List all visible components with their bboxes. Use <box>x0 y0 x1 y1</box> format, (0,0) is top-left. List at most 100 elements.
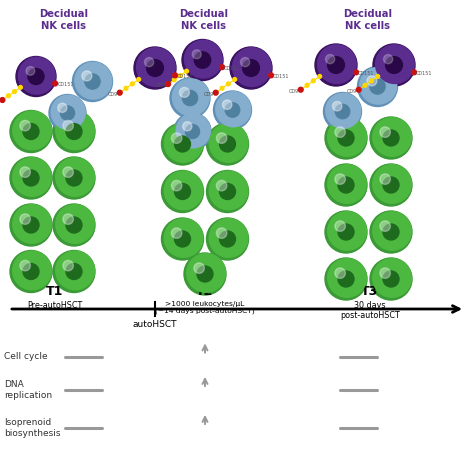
Text: CD9: CD9 <box>288 89 299 94</box>
Circle shape <box>13 111 51 150</box>
Circle shape <box>194 52 211 68</box>
Circle shape <box>174 183 191 200</box>
Circle shape <box>194 263 204 273</box>
Circle shape <box>182 39 223 81</box>
Circle shape <box>383 55 393 64</box>
Circle shape <box>137 78 141 82</box>
Circle shape <box>332 101 342 111</box>
Circle shape <box>12 90 16 93</box>
Circle shape <box>63 167 73 177</box>
Circle shape <box>325 117 367 159</box>
Circle shape <box>20 120 30 131</box>
Circle shape <box>383 271 399 287</box>
Circle shape <box>51 95 85 129</box>
Circle shape <box>0 98 5 102</box>
Text: CD9: CD9 <box>107 91 118 97</box>
Text: CD151: CD151 <box>273 73 290 79</box>
Circle shape <box>209 171 248 210</box>
Circle shape <box>386 56 402 73</box>
Circle shape <box>220 86 224 90</box>
Text: T2: T2 <box>196 285 214 298</box>
Circle shape <box>373 44 415 86</box>
Circle shape <box>185 69 189 73</box>
Circle shape <box>367 76 377 86</box>
Circle shape <box>137 48 175 86</box>
Circle shape <box>53 110 95 153</box>
Circle shape <box>335 174 346 184</box>
Circle shape <box>166 82 170 86</box>
Circle shape <box>145 57 154 67</box>
Circle shape <box>162 171 203 212</box>
Circle shape <box>49 94 86 131</box>
Circle shape <box>20 167 30 177</box>
Circle shape <box>370 117 412 159</box>
Circle shape <box>66 124 82 139</box>
Circle shape <box>18 85 22 89</box>
Circle shape <box>63 214 73 224</box>
Circle shape <box>182 122 192 131</box>
Circle shape <box>370 164 412 206</box>
Circle shape <box>230 47 272 89</box>
Circle shape <box>179 87 190 97</box>
Circle shape <box>56 205 94 243</box>
Text: CD151: CD151 <box>224 65 241 71</box>
Circle shape <box>61 106 74 120</box>
Circle shape <box>383 224 399 240</box>
Circle shape <box>318 45 356 83</box>
Circle shape <box>192 50 201 59</box>
Circle shape <box>172 228 182 238</box>
Circle shape <box>335 127 346 137</box>
Circle shape <box>182 91 198 106</box>
Circle shape <box>335 268 346 278</box>
Circle shape <box>23 217 39 233</box>
Circle shape <box>213 90 218 95</box>
Circle shape <box>58 103 67 112</box>
Circle shape <box>376 74 380 78</box>
Circle shape <box>233 78 237 82</box>
Circle shape <box>53 204 95 246</box>
Circle shape <box>10 157 52 199</box>
Circle shape <box>172 181 182 191</box>
Circle shape <box>373 118 411 156</box>
Circle shape <box>56 251 94 290</box>
Circle shape <box>20 214 30 224</box>
Circle shape <box>124 86 128 90</box>
Circle shape <box>184 253 226 295</box>
Circle shape <box>66 170 82 186</box>
Circle shape <box>207 123 248 165</box>
Circle shape <box>13 251 51 290</box>
Circle shape <box>56 158 94 196</box>
Circle shape <box>162 218 203 260</box>
Circle shape <box>26 66 35 75</box>
Circle shape <box>325 211 367 253</box>
Circle shape <box>10 110 52 153</box>
Circle shape <box>299 88 302 91</box>
Circle shape <box>370 79 385 94</box>
Circle shape <box>360 67 397 104</box>
Circle shape <box>185 125 200 138</box>
Circle shape <box>227 82 230 86</box>
Circle shape <box>63 120 73 131</box>
Circle shape <box>173 73 178 78</box>
Circle shape <box>380 174 391 184</box>
Circle shape <box>209 219 248 257</box>
Circle shape <box>63 260 73 271</box>
Circle shape <box>28 69 44 84</box>
Circle shape <box>176 114 210 148</box>
Circle shape <box>373 259 411 297</box>
Circle shape <box>383 177 399 193</box>
Circle shape <box>10 204 52 246</box>
Circle shape <box>10 250 52 292</box>
Circle shape <box>325 258 367 300</box>
Circle shape <box>73 62 112 101</box>
Text: CD151: CD151 <box>358 71 375 76</box>
Circle shape <box>363 83 367 87</box>
Circle shape <box>380 268 391 278</box>
Circle shape <box>328 259 366 297</box>
Circle shape <box>13 158 51 196</box>
Circle shape <box>7 94 10 98</box>
Circle shape <box>164 171 203 210</box>
Circle shape <box>335 104 350 118</box>
Circle shape <box>172 133 182 143</box>
Text: Pre-autoHSCT: Pre-autoHSCT <box>27 301 82 310</box>
